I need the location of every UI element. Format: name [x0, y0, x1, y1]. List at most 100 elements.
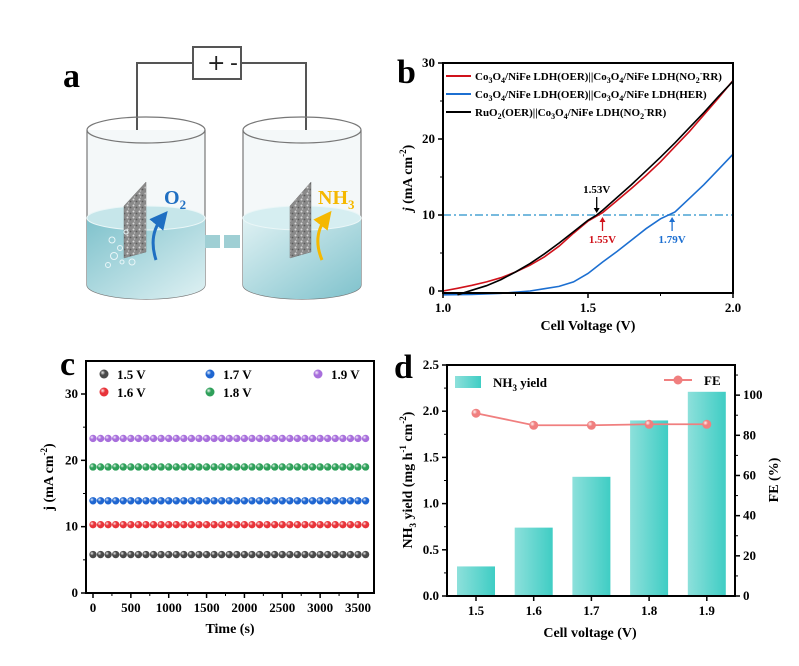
data-point-highlight — [112, 434, 120, 443]
data-point-highlight — [119, 463, 127, 471]
data-point-highlight — [127, 463, 135, 471]
chart-d-ylabel-right: FE (%) — [767, 457, 782, 502]
data-point-highlight — [301, 434, 309, 443]
legend-label-1: Co3O4/NiFe LDH(OER)||Co3O4/NiFe LDH(HER) — [475, 89, 707, 103]
x-tick-label: 2000 — [231, 600, 257, 615]
data-point-highlight — [127, 497, 135, 505]
data-point-highlight — [339, 520, 347, 529]
y2-tick-label: 20 — [743, 548, 756, 563]
data-point-highlight — [157, 497, 165, 505]
x-tick-label: 2500 — [269, 600, 295, 615]
x-tick-label: 2.0 — [725, 300, 741, 315]
data-point-highlight — [233, 520, 241, 529]
chart-b-axes: 1.0 1.5 2.0 0 10 20 30 — [422, 55, 741, 315]
data-point-highlight — [157, 520, 165, 529]
data-point-highlight — [331, 434, 339, 443]
data-point-highlight — [316, 434, 324, 443]
annotation-label: 1.55V — [589, 234, 616, 246]
data-point-highlight — [149, 434, 158, 443]
chart-d-axes: 1.5 1.6 1.7 1.8 1.9 0.0 0.5 1.0 1.5 2.0 2.5 0 20 40 60… — [423, 357, 763, 618]
data-point-highlight — [104, 434, 112, 443]
annotation-label: 1.79V — [658, 234, 685, 246]
data-point-highlight — [225, 497, 233, 505]
legend-marker-highlight — [205, 387, 215, 397]
minus-sign: - — [230, 51, 238, 76]
annotation-arrowhead — [593, 208, 600, 213]
data-point-highlight — [233, 434, 241, 443]
data-point-highlight — [202, 520, 211, 529]
data-point-highlight — [293, 497, 302, 505]
data-point-highlight — [165, 463, 173, 471]
chart-d-xlabel: Cell voltage (V) — [543, 626, 637, 641]
data-point-highlight — [293, 550, 302, 559]
panel-label-c: c — [60, 346, 75, 383]
anode-electrode — [123, 181, 147, 259]
data-point-highlight — [271, 463, 279, 471]
data-point-highlight — [218, 497, 226, 505]
data-point-highlight — [142, 463, 150, 471]
chart-b-ylabel: j (mA cm-2) — [398, 144, 416, 213]
data-point-highlight — [240, 434, 249, 443]
chart-b-xlabel: Cell Voltage (V) — [541, 319, 636, 334]
data-point-highlight — [248, 463, 256, 471]
data-point-highlight — [104, 463, 112, 471]
data-point-highlight — [89, 463, 97, 471]
data-point-highlight — [134, 434, 143, 443]
data-point-highlight — [172, 550, 180, 559]
data-point-highlight — [165, 520, 173, 529]
data-point-highlight — [112, 550, 120, 559]
data-point-highlight — [195, 463, 203, 471]
data-point-highlight — [354, 497, 362, 505]
data-point-highlight — [271, 434, 279, 443]
y-tick-label: 2.5 — [423, 357, 440, 372]
chart-c-legend: 1.5 V 1.6 V 1.7 V 1.8 V 1.9 V — [99, 367, 360, 400]
data-point-highlight — [346, 520, 355, 529]
data-point-highlight — [157, 434, 165, 443]
data-point-highlight — [271, 497, 279, 505]
legend-label-2: 1.7 V — [223, 367, 252, 382]
legend-marker-highlight — [205, 369, 215, 379]
legend-label-0: 1.5 V — [117, 367, 146, 382]
legend-label-3: 1.8 V — [223, 385, 252, 400]
bar-1.8 — [630, 420, 669, 596]
data-point-highlight — [96, 550, 105, 559]
fe-point-highlight — [529, 420, 539, 430]
x-tick-label: 1.7 — [583, 603, 600, 618]
data-point-highlight — [142, 434, 150, 443]
chart-c-xlabel: Time (s) — [205, 622, 254, 637]
x-tick-label: 500 — [121, 600, 141, 615]
data-point-highlight — [180, 434, 188, 443]
plot-frame — [85, 360, 375, 594]
data-point-highlight — [210, 497, 218, 505]
data-point-highlight — [316, 520, 324, 529]
data-point-highlight — [339, 497, 347, 505]
o2-label: O2 — [164, 187, 186, 212]
data-point-highlight — [96, 434, 105, 443]
data-point-highlight — [89, 434, 97, 443]
data-point-highlight — [134, 497, 143, 505]
data-point-highlight — [361, 463, 370, 471]
series-line-1 — [442, 153, 734, 296]
y-tick-label: 20 — [422, 131, 435, 146]
data-point-highlight — [218, 434, 226, 443]
data-point-highlight — [271, 520, 279, 529]
data-point-highlight — [331, 550, 339, 559]
data-point-highlight — [127, 550, 135, 559]
data-point-highlight — [134, 550, 143, 559]
data-point-highlight — [187, 434, 196, 443]
y2-tick-label: 100 — [743, 387, 763, 402]
plus-sign: + — [207, 51, 225, 76]
data-point-highlight — [225, 550, 233, 559]
data-point-highlight — [354, 434, 362, 443]
chart-c-axes: 0 500 1000 1500 2000 2500 3000 3500 0 10 20 30 — [65, 360, 375, 615]
data-point-highlight — [301, 497, 309, 505]
cathode-electrode — [289, 181, 312, 259]
data-point-highlight — [187, 550, 196, 559]
chart-d-legend: NH3 yield FE — [455, 373, 721, 393]
data-point-highlight — [308, 497, 317, 505]
data-point-highlight — [210, 520, 218, 529]
data-point-highlight — [134, 520, 143, 529]
data-point-highlight — [180, 550, 188, 559]
legend-swatch-fe-marker — [673, 375, 683, 385]
data-point-highlight — [172, 434, 180, 443]
